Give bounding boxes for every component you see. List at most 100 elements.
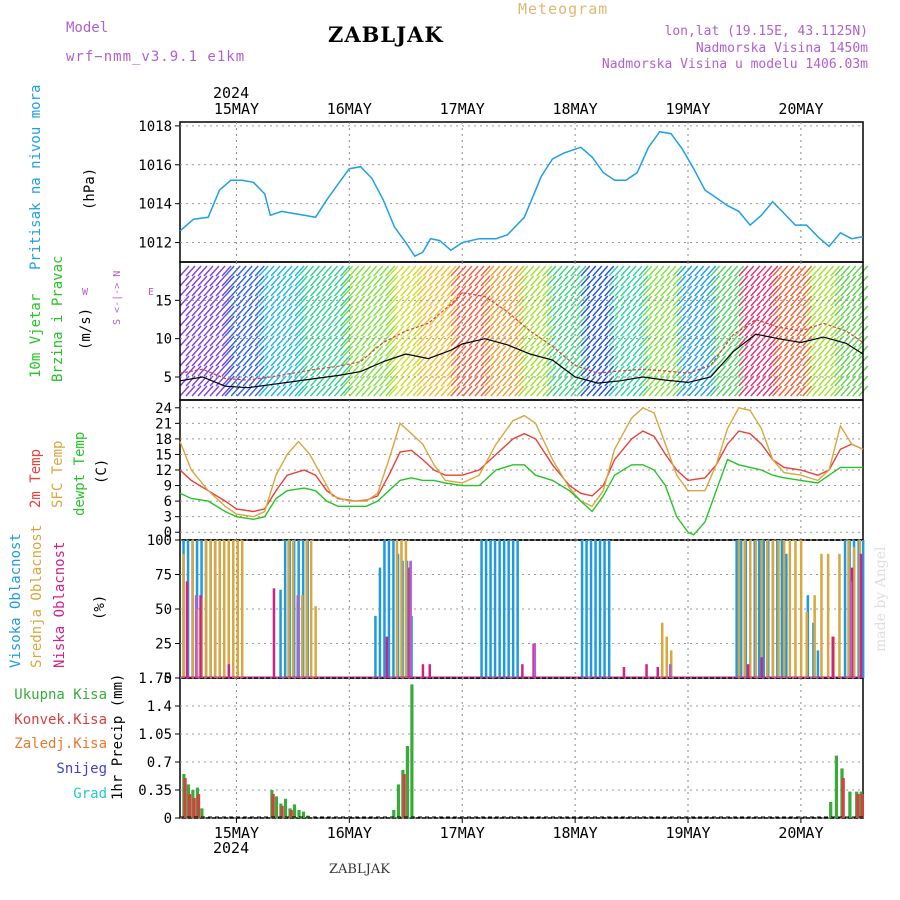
wind-barb-1430: [802, 265, 813, 277]
wind-barb-633: [450, 355, 461, 367]
cloud-bar-1-12: [241, 540, 244, 678]
wind-barb-949: [592, 265, 603, 277]
wind-barb-1376: [772, 375, 783, 387]
wind-barb-815: [530, 355, 541, 367]
wind-barb-300: [310, 275, 321, 287]
precip-bar-0-10: [292, 804, 297, 818]
wind-barb-495: [394, 275, 405, 287]
wind-barb-614: [446, 295, 457, 307]
wind-barb-319: [316, 335, 327, 347]
wind-barb-679: [474, 295, 485, 307]
wind-barb-643: [456, 325, 467, 337]
cloud-bar-2-13: [746, 664, 750, 678]
wind-barb-1085: [648, 325, 659, 337]
wind-barb-1228: [710, 325, 721, 337]
wind-barb-204: [264, 355, 275, 367]
wind-barb-280: [298, 335, 309, 347]
wind-barb-401: [349, 375, 360, 387]
wind-barb-113: [224, 355, 235, 367]
wind-barb-942: [586, 325, 597, 337]
wind-barb-1392: [784, 275, 795, 287]
wind-barb-894: [564, 365, 575, 377]
wind-barb-162: [248, 325, 259, 337]
wind-barb-703: [484, 275, 495, 287]
wind-barb-227: [276, 325, 287, 337]
wind-barb-1074: [642, 345, 653, 357]
wind-barb-251: [288, 305, 299, 317]
day-label-bottom-3: 18MAY: [553, 824, 598, 842]
cloud-bar-0-35: [589, 540, 593, 678]
precip-bar-0-22: [848, 791, 852, 818]
wind-barb-542: [412, 355, 423, 367]
wind-barb-1210: [706, 275, 717, 287]
wind-barb-967: [598, 315, 609, 327]
wind-barb-687: [474, 375, 485, 387]
wind-barb-805: [524, 385, 535, 397]
wind-barb-595: [434, 365, 445, 377]
wind-barb-109: [224, 315, 235, 327]
precip-bar-1-0: [183, 778, 187, 818]
precip-bar-1-4: [271, 794, 275, 818]
wind-barb-857: [546, 385, 557, 397]
wind-barb-343: [328, 315, 339, 327]
wind-barb-1341: [762, 285, 773, 297]
wind-barb-902: [570, 315, 581, 327]
wind-barb-303: [310, 305, 321, 317]
cloud-bar-2-1: [199, 595, 202, 678]
wind-barb-40: [197, 275, 208, 287]
wind-barb-527: [406, 335, 417, 347]
wind-barb-1500: [830, 315, 841, 327]
wind-barb-73: [209, 345, 220, 357]
wind-barb-574: [428, 285, 439, 297]
wind-barb-733: [496, 315, 507, 327]
wind-barb-315: [316, 295, 327, 307]
wind-barb-922: [576, 385, 587, 397]
wind-barb-1416: [790, 385, 801, 397]
wind-barb-1475: [818, 325, 829, 337]
wind-barb-442: [373, 265, 384, 277]
wind-barb-855: [546, 365, 557, 377]
wind-barb-1286: [734, 385, 745, 397]
wind-barb-469: [385, 275, 396, 287]
cloud-bar-0-29: [502, 540, 506, 678]
wind-barb-169: [254, 265, 265, 277]
wind-barb-835: [542, 295, 553, 307]
wind-barb-429: [367, 265, 378, 277]
wind-barb-652: [462, 285, 473, 297]
wind-barb-789: [518, 355, 529, 367]
wind-barb-1333: [756, 335, 767, 347]
cloud-bar-1-13: [287, 540, 290, 678]
wind-barb-409: [355, 325, 366, 337]
wind-barb-373: [340, 355, 351, 367]
wind-barb-1218: [706, 355, 717, 367]
wind-barb-1514: [834, 325, 845, 337]
wind-barb-346: [328, 345, 339, 357]
wind-barb-1406: [790, 285, 801, 297]
wind-barb-1200: [700, 305, 711, 317]
wind-barb-1535: [846, 275, 857, 287]
wind-barb-290: [304, 305, 315, 317]
wind-barb-790: [518, 365, 529, 377]
wind-barb-969: [598, 335, 609, 347]
wind-barb-1374: [772, 355, 783, 367]
wind-barb-883: [558, 385, 569, 397]
wind-barb-79: [215, 275, 226, 287]
wind-barb-1026: [620, 385, 631, 397]
wind-barb-430: [367, 275, 378, 287]
wind-barb-1141: [672, 365, 683, 377]
wind-barb-313: [316, 275, 327, 287]
wind-barb-607: [440, 355, 451, 367]
wind-barb-213: [270, 315, 281, 327]
wind-barb-886: [564, 285, 575, 297]
wind-barb-1503: [830, 345, 841, 357]
wind-barb-191: [258, 355, 269, 367]
cloud-bar-2-2: [227, 664, 231, 678]
wind-barb-951: [592, 285, 603, 297]
wind-barb-216: [270, 345, 281, 357]
wind-barb-1352: [768, 265, 779, 277]
wind-barb-712: [484, 365, 495, 377]
wind-barb-645: [456, 345, 467, 357]
wind-barb-682: [474, 325, 485, 337]
wind-barb-1534: [846, 265, 857, 277]
wind-barb-1351: [762, 385, 773, 397]
